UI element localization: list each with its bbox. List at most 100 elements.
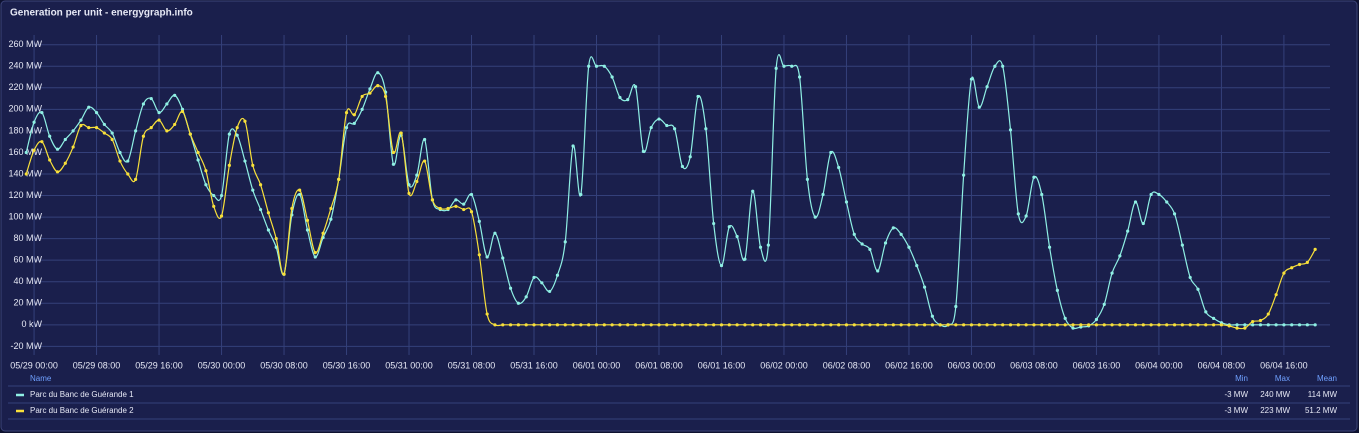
data-point bbox=[391, 162, 395, 166]
data-point bbox=[485, 312, 489, 316]
data-point bbox=[126, 159, 130, 163]
data-point bbox=[891, 323, 895, 327]
x-tick-label: 06/02 00:00 bbox=[760, 360, 808, 370]
data-point bbox=[1110, 271, 1114, 275]
data-point bbox=[524, 295, 528, 299]
data-point bbox=[626, 323, 630, 327]
data-point bbox=[1297, 262, 1302, 267]
data-point bbox=[1071, 323, 1075, 327]
data-point bbox=[102, 131, 106, 135]
data-point bbox=[1001, 323, 1005, 327]
data-point bbox=[1008, 128, 1013, 132]
data-point bbox=[1047, 245, 1052, 249]
data-point bbox=[1258, 318, 1263, 323]
data-point bbox=[602, 64, 606, 68]
data-point bbox=[696, 94, 700, 99]
legend-stat: 240 MW bbox=[1260, 390, 1290, 399]
data-point bbox=[563, 323, 567, 327]
data-point bbox=[454, 204, 458, 208]
data-point bbox=[1157, 192, 1161, 197]
data-point bbox=[1079, 323, 1083, 327]
data-point bbox=[1024, 323, 1028, 327]
y-tick-label: 260 MW bbox=[8, 39, 42, 49]
data-point bbox=[1305, 323, 1309, 327]
data-point bbox=[87, 126, 91, 130]
data-point bbox=[579, 192, 583, 197]
data-point bbox=[1282, 323, 1286, 327]
data-point bbox=[1126, 229, 1130, 233]
data-point bbox=[1118, 254, 1122, 258]
data-point bbox=[196, 150, 200, 155]
data-point bbox=[360, 94, 364, 99]
data-point bbox=[555, 323, 560, 327]
data-point bbox=[1212, 323, 1216, 327]
data-point bbox=[727, 323, 731, 327]
data-point bbox=[540, 323, 544, 327]
data-point bbox=[649, 126, 653, 130]
data-point bbox=[1204, 323, 1208, 327]
data-point bbox=[696, 323, 700, 327]
data-point bbox=[1196, 323, 1200, 327]
data-point bbox=[1274, 323, 1278, 327]
data-point bbox=[243, 119, 247, 123]
data-point bbox=[337, 177, 341, 181]
data-point bbox=[657, 117, 661, 121]
data-point bbox=[1282, 271, 1286, 275]
y-tick-label: 120 MW bbox=[8, 190, 42, 200]
data-point bbox=[118, 159, 122, 163]
data-point bbox=[149, 96, 153, 101]
y-tick-label: 40 MW bbox=[13, 276, 42, 286]
data-point bbox=[626, 98, 630, 102]
data-point bbox=[766, 323, 770, 327]
data-point bbox=[149, 126, 153, 130]
data-point bbox=[32, 148, 36, 152]
data-point bbox=[1235, 323, 1239, 327]
x-tick-label: 05/31 00:00 bbox=[385, 360, 433, 370]
data-point bbox=[1266, 323, 1270, 327]
data-point bbox=[548, 289, 552, 294]
data-point bbox=[1055, 323, 1059, 327]
data-point bbox=[344, 110, 349, 115]
legend-stat: -3 MW bbox=[1224, 390, 1248, 399]
data-point bbox=[532, 275, 536, 280]
data-point bbox=[641, 323, 645, 327]
data-point bbox=[196, 158, 200, 162]
data-point bbox=[1141, 323, 1145, 327]
data-point bbox=[313, 251, 317, 255]
data-point bbox=[954, 323, 958, 327]
data-point bbox=[829, 323, 833, 327]
data-point bbox=[1165, 323, 1169, 327]
data-point bbox=[305, 228, 310, 232]
data-point bbox=[1290, 323, 1294, 327]
data-point bbox=[352, 113, 356, 117]
data-point bbox=[813, 323, 817, 327]
data-point bbox=[212, 193, 216, 198]
data-point bbox=[501, 323, 505, 327]
x-tick-label: 06/01 08:00 bbox=[635, 360, 683, 370]
y-tick-label: 180 MW bbox=[8, 125, 42, 135]
data-point bbox=[1180, 323, 1184, 327]
data-point bbox=[376, 84, 380, 88]
data-point bbox=[1219, 323, 1224, 327]
data-point bbox=[1204, 310, 1208, 314]
data-point bbox=[1243, 323, 1247, 327]
data-point bbox=[493, 231, 497, 235]
y-tick-label: 0 kW bbox=[21, 319, 42, 329]
data-point bbox=[844, 200, 849, 204]
data-point bbox=[1102, 302, 1106, 306]
data-point bbox=[673, 323, 677, 327]
data-point bbox=[251, 163, 255, 167]
data-point bbox=[571, 323, 575, 327]
data-point bbox=[204, 183, 208, 187]
data-point bbox=[1001, 64, 1005, 68]
data-point bbox=[469, 192, 474, 197]
data-point bbox=[922, 285, 927, 289]
data-point bbox=[360, 107, 364, 111]
data-point bbox=[235, 133, 239, 137]
data-point bbox=[985, 85, 989, 89]
data-point bbox=[1274, 293, 1278, 297]
x-tick-label: 06/03 08:00 bbox=[1010, 360, 1058, 370]
data-point bbox=[219, 193, 224, 198]
data-point bbox=[860, 242, 864, 246]
